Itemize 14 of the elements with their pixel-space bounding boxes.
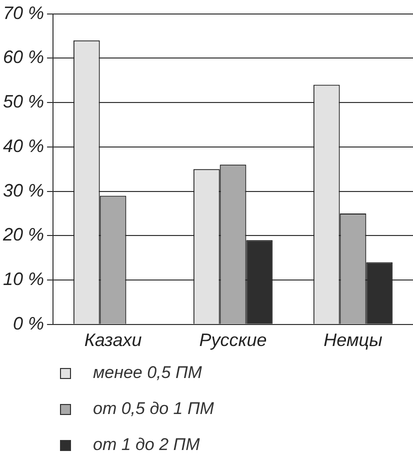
y-tick-label: 60 % bbox=[2, 47, 44, 68]
y-tick-label: 20 % bbox=[2, 224, 44, 245]
x-tick-label: Немцы bbox=[324, 330, 382, 350]
y-tick-label: 30 % bbox=[2, 180, 44, 200]
y-tick-label: 40 % bbox=[2, 136, 44, 156]
y-tick-label: 0 % bbox=[12, 313, 44, 334]
x-tick-label: Русские bbox=[199, 330, 267, 350]
y-tick-label: 70 % bbox=[2, 2, 44, 23]
legend-label: от 1 до 2 ПМ bbox=[93, 435, 200, 455]
x-tick-label: Казахи bbox=[84, 330, 142, 350]
legend-label: менее 0,5 ПМ bbox=[93, 363, 202, 383]
y-tick-label: 50 % bbox=[2, 92, 44, 112]
legend-label: от 0,5 до 1 ПМ bbox=[93, 399, 214, 419]
y-tick-label: 10 % bbox=[2, 269, 44, 290]
